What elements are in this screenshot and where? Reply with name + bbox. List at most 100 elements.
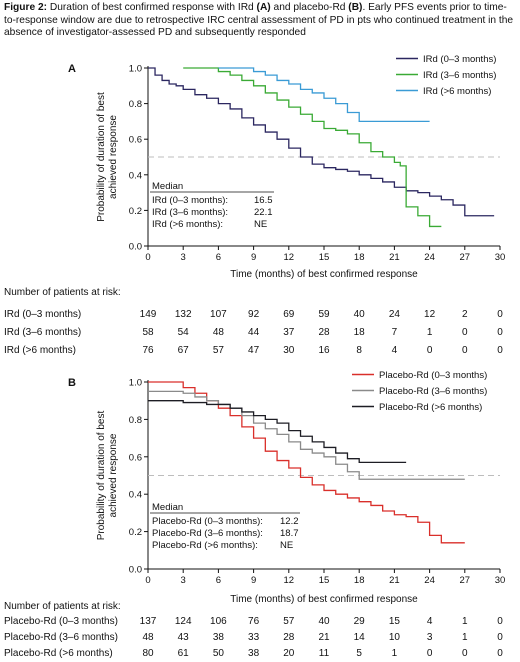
at-risk-value: 76 xyxy=(142,345,154,356)
at-risk-value: 67 xyxy=(178,345,190,356)
at-risk-value: 149 xyxy=(140,309,157,320)
caption-text-3: . Early PFS events prior to time-to-resp… xyxy=(4,2,514,39)
at-risk-value: 1 xyxy=(462,632,468,643)
y-axis-title: Probability of duration of bestachieved … xyxy=(96,92,119,222)
y-axis-title-line: achieved response xyxy=(108,115,119,199)
at-risk-value: 0 xyxy=(497,616,503,627)
at-risk-value: 137 xyxy=(140,616,157,627)
at-risk-value: 18 xyxy=(354,327,366,338)
median-row-value: NE xyxy=(254,219,267,230)
survival-curve-2 xyxy=(148,390,465,480)
median-row-label: IRd (>6 months): xyxy=(152,219,223,230)
x-tick-label: 30 xyxy=(495,575,506,586)
at-risk-row-label: Placebo-Rd (0–3 months) xyxy=(4,616,118,627)
at-risk-value: 7 xyxy=(392,327,398,338)
at-risk-value: 14 xyxy=(354,632,366,643)
median-row-value: 18.7 xyxy=(280,528,299,539)
median-heading: Median xyxy=(152,181,183,192)
legend-label: Placebo-Rd (0–3 months) xyxy=(379,370,487,381)
at-risk-value: 4 xyxy=(427,616,433,627)
x-tick-label: 0 xyxy=(145,252,150,263)
at-risk-value: 76 xyxy=(248,616,260,627)
x-tick-label: 18 xyxy=(354,252,365,263)
at-risk-value: 29 xyxy=(354,616,366,627)
at-risk-value: 20 xyxy=(283,648,295,659)
panel-label: B xyxy=(68,377,76,389)
legend-label: IRd (>6 months) xyxy=(423,86,491,97)
panel-a: A0 3 6 9 12 15 18 21 24 27 300.00.20.40.60.81.0Tim… xyxy=(4,54,505,356)
x-tick-label: 24 xyxy=(424,575,435,586)
caption-text-1: Duration of best confirmed response with… xyxy=(47,2,257,13)
at-risk-value: 8 xyxy=(356,345,362,356)
at-risk-value: 54 xyxy=(178,327,190,338)
at-risk-value: 1 xyxy=(392,648,398,659)
at-risk-value: 50 xyxy=(213,648,225,659)
legend-label: Placebo-Rd (>6 months) xyxy=(379,402,482,413)
x-tick-label: 12 xyxy=(284,575,295,586)
x-tick-label: 30 xyxy=(495,252,506,263)
at-risk-value: 0 xyxy=(462,327,468,338)
x-tick-label: 15 xyxy=(319,575,330,586)
at-risk-value: 37 xyxy=(283,327,295,338)
panel-b: B0 3 6 9 12 15 18 21 24 27 300.00.20.40.60.81.0Tim… xyxy=(4,370,505,659)
at-risk-row-label: IRd (3–6 months) xyxy=(4,327,81,338)
at-risk-value: 0 xyxy=(497,345,503,356)
x-axis-title: Time (months) of best confirmed response xyxy=(230,269,418,280)
at-risk-value: 40 xyxy=(354,309,366,320)
x-tick-label: 18 xyxy=(354,575,365,586)
survival-curve-3 xyxy=(148,400,407,464)
median-row-label: Placebo-Rd (>6 months): xyxy=(152,540,258,551)
at-risk-value: 38 xyxy=(248,648,260,659)
at-risk-value: 58 xyxy=(142,327,154,338)
x-tick-label: 6 xyxy=(216,252,221,263)
y-tick-label: 0.2 xyxy=(129,527,142,538)
median-row-label: IRd (3–6 months): xyxy=(152,207,228,218)
at-risk-row-label: Placebo-Rd (>6 months) xyxy=(4,648,113,659)
y-tick-label: 0.8 xyxy=(129,99,142,110)
at-risk-value: 0 xyxy=(497,632,503,643)
at-risk-value: 0 xyxy=(497,327,503,338)
at-risk-value: 5 xyxy=(356,648,362,659)
at-risk-value: 28 xyxy=(318,327,330,338)
x-tick-label: 21 xyxy=(389,575,400,586)
legend-label: Placebo-Rd (3–6 months) xyxy=(379,386,487,397)
at-risk-value: 24 xyxy=(389,309,401,320)
at-risk-value: 43 xyxy=(178,632,190,643)
at-risk-value: 40 xyxy=(318,616,330,627)
at-risk-value: 59 xyxy=(318,309,330,320)
at-risk-value: 30 xyxy=(283,345,295,356)
survival-curve-1 xyxy=(148,67,495,217)
median-row-value: NE xyxy=(280,540,293,551)
at-risk-value: 4 xyxy=(392,345,398,356)
at-risk-value: 15 xyxy=(389,616,401,627)
at-risk-value: 1 xyxy=(462,616,468,627)
median-row-label: Placebo-Rd (0–3 months): xyxy=(152,516,263,527)
median-row-value: 16.5 xyxy=(254,195,273,206)
y-axis-title-line: Probability of duration of best xyxy=(96,411,107,541)
survival-curve-3 xyxy=(218,67,430,123)
median-row-label: IRd (0–3 months): xyxy=(152,195,228,206)
x-tick-label: 0 xyxy=(145,575,150,586)
x-tick-label: 24 xyxy=(424,252,435,263)
at-risk-value: 61 xyxy=(178,648,190,659)
y-tick-label: 0.8 xyxy=(129,415,142,426)
at-risk-value: 0 xyxy=(427,648,433,659)
y-tick-label: 0.2 xyxy=(129,206,142,217)
x-tick-label: 3 xyxy=(181,252,186,263)
survival-curve-2 xyxy=(183,67,442,228)
figure-caption: Figure 2: Duration of best confirmed res… xyxy=(4,2,516,40)
at-risk-value: 106 xyxy=(210,616,227,627)
at-risk-value: 16 xyxy=(318,345,330,356)
legend-label: IRd (0–3 months) xyxy=(423,54,496,65)
at-risk-value: 47 xyxy=(248,345,260,356)
y-axis-title: Probability of duration of bestachieved … xyxy=(96,411,119,541)
at-risk-value: 12 xyxy=(424,309,436,320)
at-risk-value: 0 xyxy=(497,309,503,320)
median-row-label: Placebo-Rd (3–6 months): xyxy=(152,528,263,539)
x-tick-label: 3 xyxy=(181,575,186,586)
at-risk-value: 0 xyxy=(462,648,468,659)
median-row-value: 12.2 xyxy=(280,516,299,527)
x-tick-label: 27 xyxy=(460,252,471,263)
y-tick-label: 0.4 xyxy=(129,490,142,501)
